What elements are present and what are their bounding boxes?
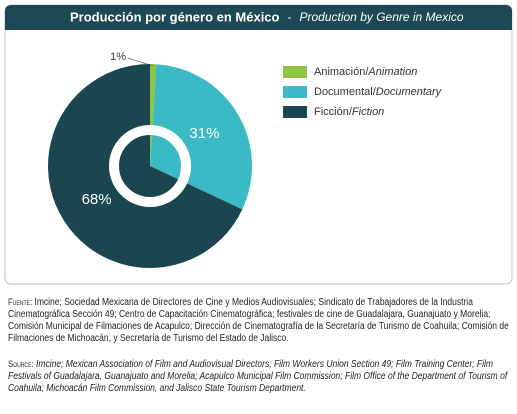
legend-swatch	[283, 66, 307, 78]
chart-title: Producción por género en México	[70, 9, 280, 24]
pie-slice	[150, 64, 252, 210]
legend-label: Ficción/Fiction	[314, 106, 384, 118]
legend-label-en: Documentary	[376, 86, 443, 98]
pie-slice	[47, 64, 243, 268]
legend-label: Documental/Documentary	[314, 86, 443, 98]
data-label: 68%	[82, 191, 112, 208]
legend-label-es: Ficción	[314, 106, 349, 118]
legend-label-en: Animation	[367, 66, 417, 78]
title-bar	[5, 5, 512, 30]
source-es: Fuente: Imcine; Sociedad Mexicana de Dir…	[8, 296, 510, 345]
legend-label-es: Documental	[314, 86, 373, 98]
source-text: Imcine; Sociedad Mexicana de Directores …	[8, 297, 509, 344]
legend-label-en: Fiction	[352, 106, 384, 118]
legend-separator: /	[365, 66, 369, 78]
data-label: 31%	[189, 125, 219, 142]
source-text: Imcine; Mexican Association of Film and …	[8, 359, 508, 394]
source-en: Source: Imcine; Mexican Association of F…	[8, 358, 510, 395]
pie-slice	[150, 64, 157, 166]
legend-separator: /	[373, 86, 377, 98]
chart: Producción por género en México - Produc…	[4, 4, 513, 285]
legend-label-es: Animación	[314, 66, 365, 78]
center-ring	[109, 125, 191, 207]
chart-title-en: Production by Genre in Mexico	[299, 10, 463, 24]
data-label: 1%	[110, 51, 126, 63]
legend-swatch	[283, 86, 307, 98]
title-separator: -	[287, 10, 291, 24]
source-label: Fuente:	[8, 297, 33, 307]
legend-swatch	[283, 106, 307, 118]
legend-separator: /	[349, 106, 353, 118]
legend-label: Animación/Animation	[314, 66, 417, 78]
source-label: Source:	[8, 359, 34, 369]
